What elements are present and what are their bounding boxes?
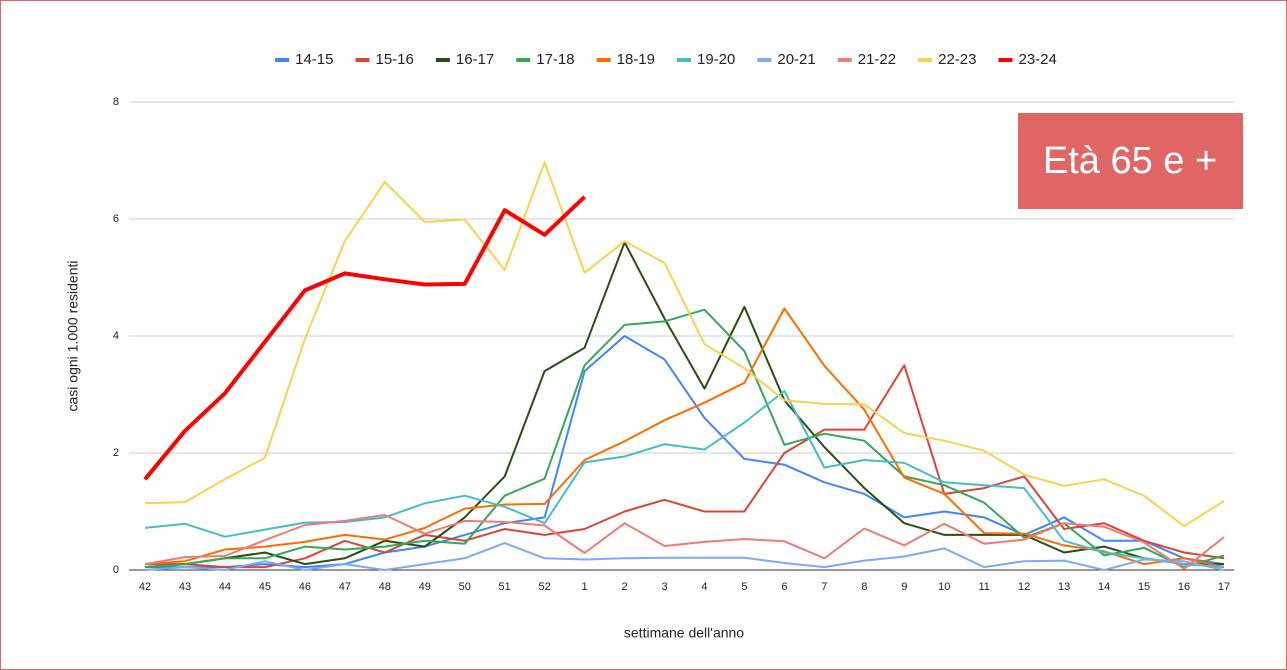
x-tick-label: 13 <box>1058 581 1070 593</box>
series-line <box>143 195 586 481</box>
x-tick-label: 5 <box>741 581 747 593</box>
legend-label: 20-21 <box>777 51 815 68</box>
x-tick-label: 45 <box>259 581 271 593</box>
x-tick-label: 51 <box>499 581 511 593</box>
x-tick-label: 11 <box>979 581 990 593</box>
x-tick-label: 15 <box>1138 581 1150 593</box>
series-line <box>145 364 1225 569</box>
legend-label: 17-18 <box>536 51 574 68</box>
legend-label: 19-20 <box>697 51 735 68</box>
series-line <box>144 161 1225 528</box>
x-tick-label: 42 <box>139 581 151 593</box>
x-tick-label: 46 <box>299 581 311 593</box>
x-tick-label: 3 <box>661 581 667 593</box>
series-line <box>144 308 1225 569</box>
x-tick-label: 14 <box>1098 581 1110 593</box>
y-tick-label: 0 <box>113 564 119 576</box>
legend-label: 14-15 <box>295 51 333 68</box>
legend-label: 16-17 <box>456 51 494 68</box>
series-line <box>144 514 1225 570</box>
x-tick-label: 9 <box>901 581 907 593</box>
legend-label: 22-23 <box>938 51 976 68</box>
legend-label: 15-16 <box>376 51 414 68</box>
series-line <box>144 241 1224 569</box>
y-tick-label: 6 <box>113 213 119 225</box>
y-tick-label: 4 <box>113 330 119 342</box>
x-tick-label: 52 <box>539 581 551 593</box>
series-line <box>144 307 1225 569</box>
y-tick-label: 2 <box>113 447 119 459</box>
x-tick-label: 43 <box>179 581 191 593</box>
series-line <box>144 542 1225 571</box>
x-tick-label: 17 <box>1218 581 1230 593</box>
x-tick-label: 4 <box>701 581 707 593</box>
x-tick-label: 44 <box>219 581 231 593</box>
legend-label: 21-22 <box>858 51 896 68</box>
x-tick-label: 47 <box>339 581 351 593</box>
x-tick-label: 49 <box>419 581 431 593</box>
x-tick-label: 48 <box>379 581 391 593</box>
annotation-box <box>1018 113 1243 209</box>
x-tick-label: 7 <box>821 581 827 593</box>
legend-label: 18-19 <box>617 51 655 68</box>
y-axis-label: casi ogni 1.000 residenti <box>65 261 81 412</box>
legend: 14-15 15-16 16-17 17-18 18-19 19-20 20-21 21-22… <box>275 51 1057 68</box>
x-axis-label: settimane dell'anno <box>624 625 744 641</box>
y-tick-label: 8 <box>113 96 119 108</box>
annotation: Età 65 e + <box>1043 140 1217 182</box>
x-tick-label: 1 <box>582 581 588 593</box>
x-tick-label: 12 <box>1018 581 1030 593</box>
x-tick-label: 50 <box>459 581 471 593</box>
x-tick-label: 16 <box>1178 581 1190 593</box>
legend-label: 23-24 <box>1019 51 1057 68</box>
x-tick-label: 2 <box>621 581 627 593</box>
series-line <box>145 335 1225 569</box>
x-tick-label: 8 <box>861 581 867 593</box>
x-tick-label: 6 <box>781 581 787 593</box>
x-tick-label: 10 <box>938 581 950 593</box>
